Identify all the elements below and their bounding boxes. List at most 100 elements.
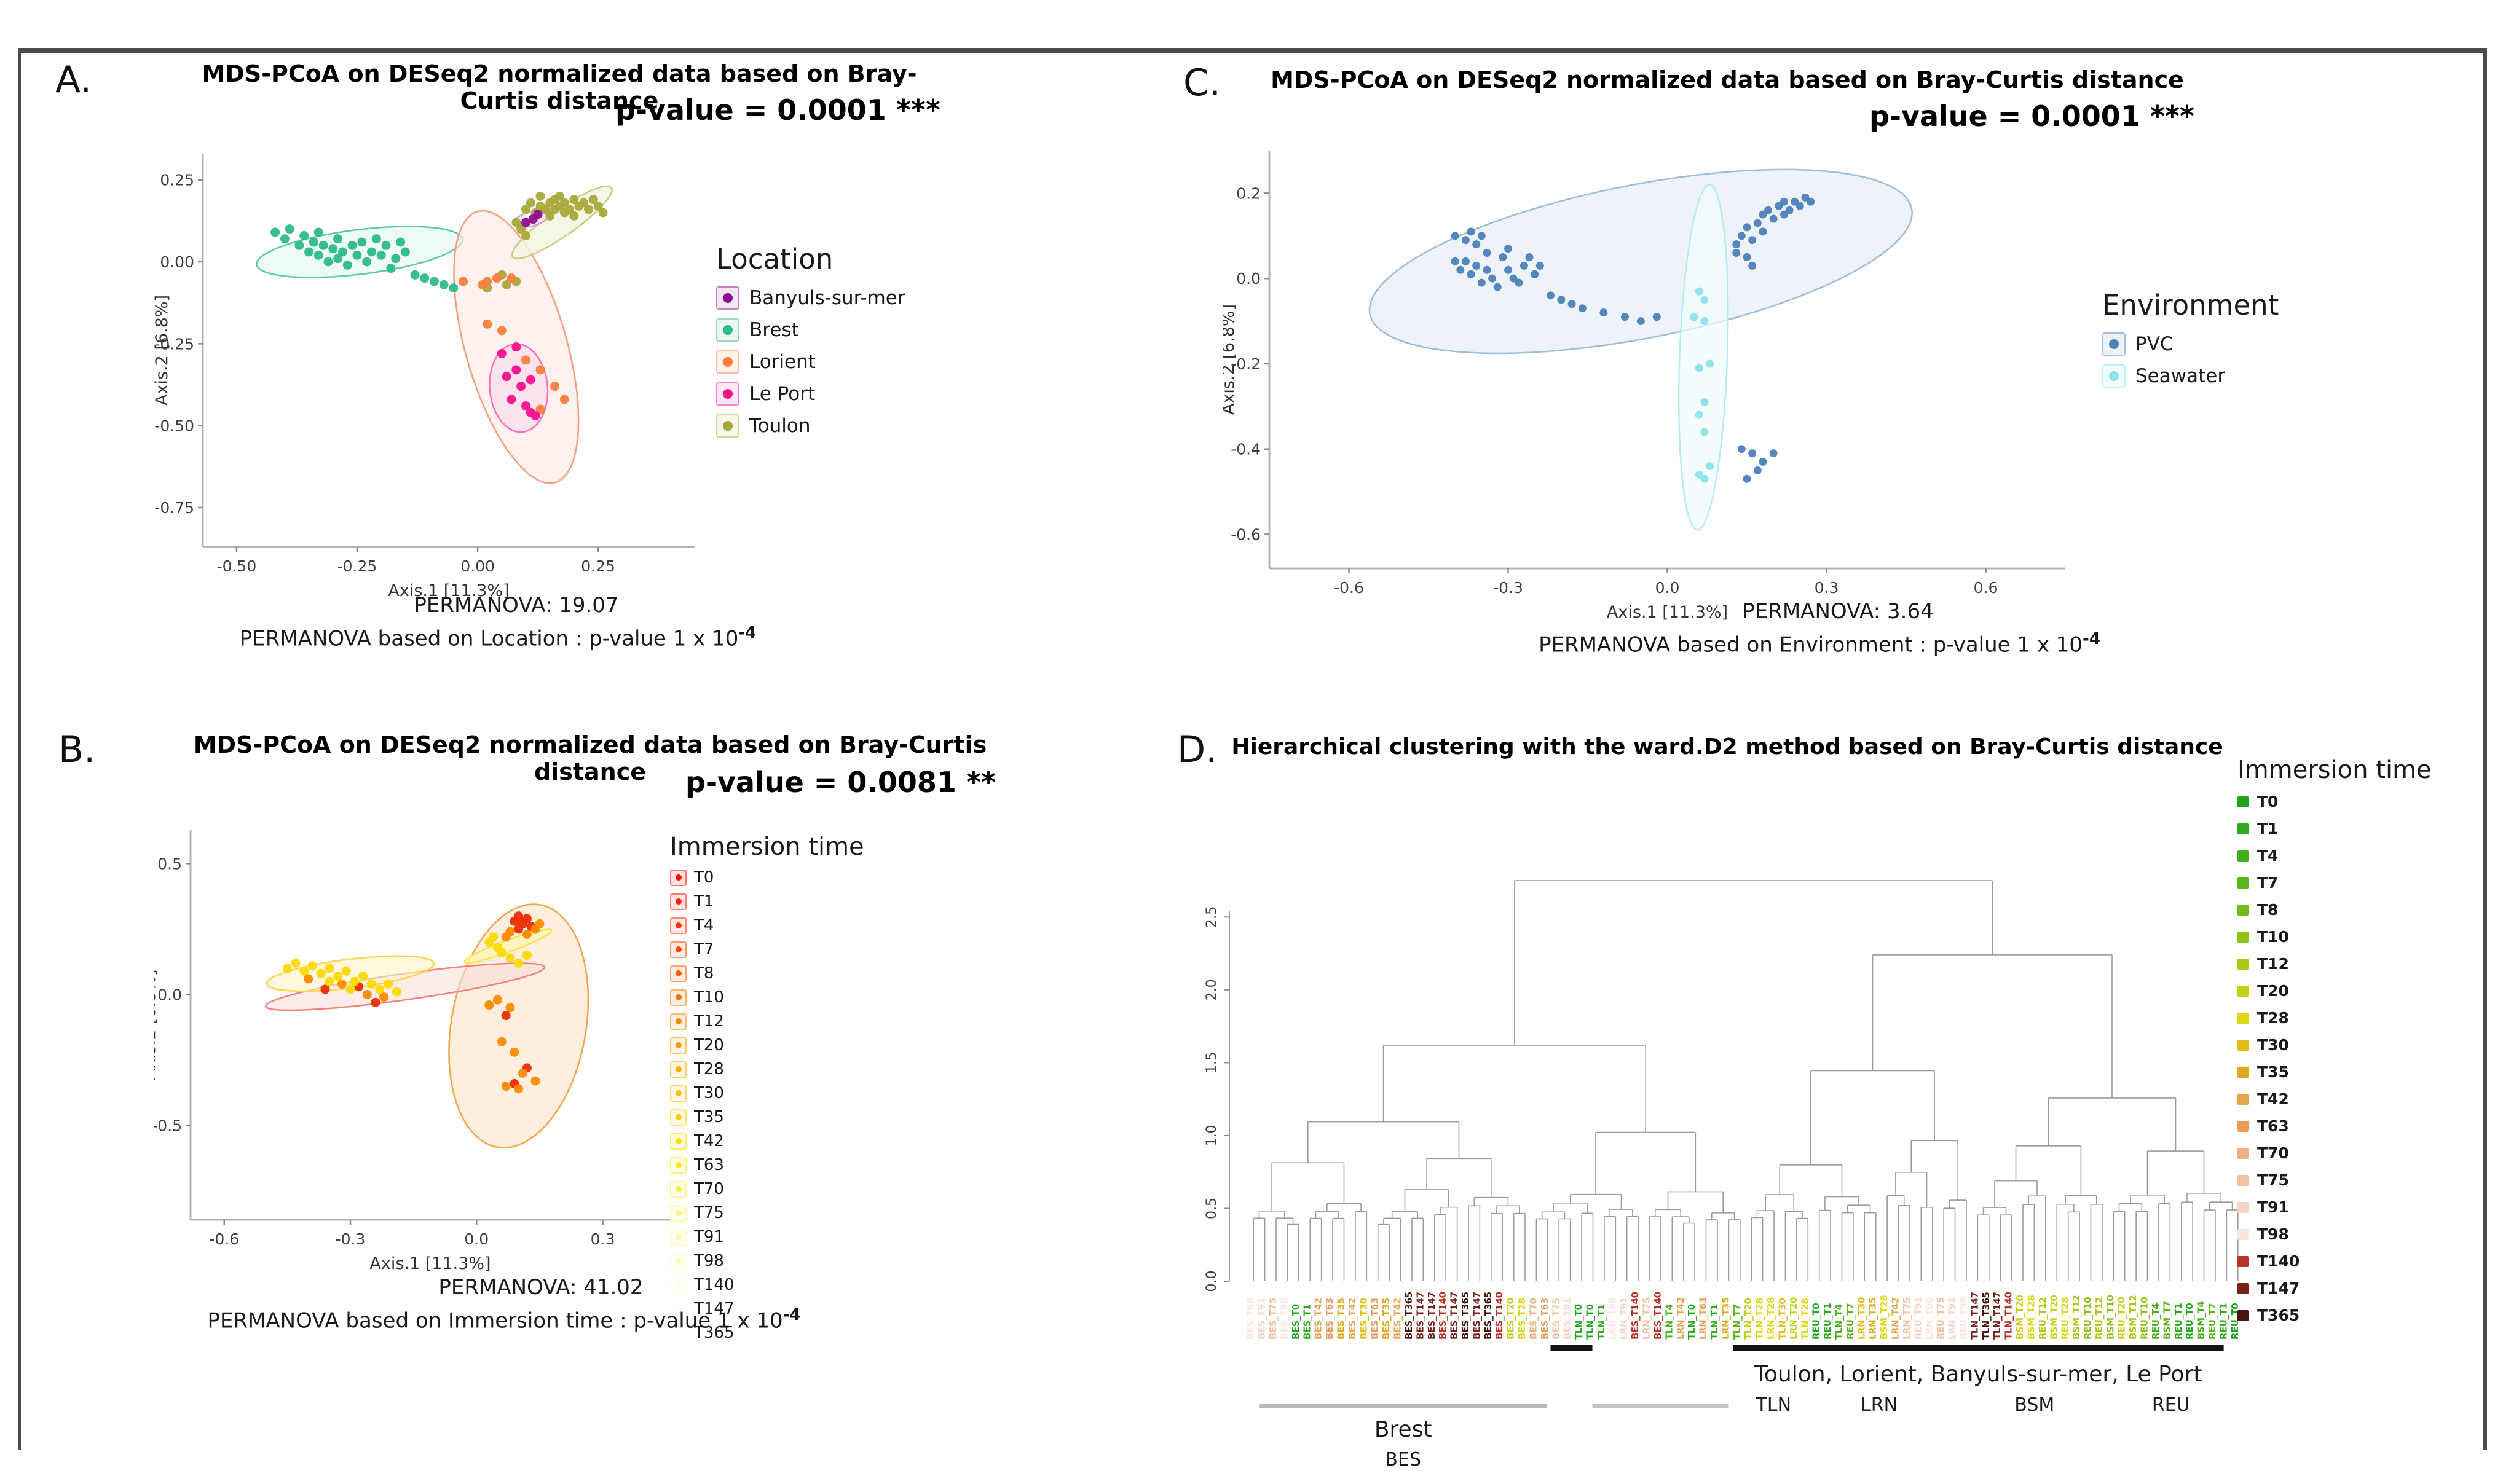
- data-point: [1477, 278, 1486, 287]
- legend-item[interactable]: T0: [670, 868, 864, 887]
- data-point: [379, 992, 389, 1002]
- legend-item[interactable]: T20: [2237, 982, 2432, 1000]
- data-point: [501, 1082, 511, 1091]
- legend-item[interactable]: T91: [670, 1228, 864, 1246]
- legend-item[interactable]: T35: [2237, 1063, 2432, 1081]
- data-point: [375, 984, 385, 994]
- legend-item[interactable]: T147: [2237, 1279, 2432, 1297]
- legend-item[interactable]: T147: [670, 1300, 864, 1318]
- legend-item-label: T0: [694, 868, 714, 887]
- dendrogram-leaf-label: BES_T30: [1358, 1298, 1369, 1340]
- legend-item-label: T365: [694, 1324, 735, 1342]
- data-point: [1748, 449, 1757, 458]
- legend-item-label: T4: [694, 916, 714, 935]
- x-tick-label: -0.6: [209, 1230, 239, 1248]
- cluster-group-sublabel: REU: [2152, 1394, 2190, 1416]
- legend-item[interactable]: T63: [670, 1156, 864, 1174]
- legend-item[interactable]: T140: [2237, 1252, 2432, 1270]
- data-point: [483, 319, 492, 329]
- legend-item[interactable]: T10: [670, 988, 864, 1007]
- legend-dot-icon: [675, 1114, 682, 1120]
- data-point: [545, 211, 555, 221]
- data-point: [526, 375, 535, 385]
- data-point: [483, 277, 492, 286]
- legend-item-label: T140: [2257, 1252, 2300, 1270]
- legend-item[interactable]: T8: [670, 964, 864, 983]
- legend-key-icon: [670, 1156, 687, 1174]
- legend-item-label: T30: [694, 1084, 724, 1102]
- legend-item[interactable]: T75: [670, 1204, 864, 1222]
- legend-item[interactable]: Lorient: [716, 350, 905, 374]
- legend-item[interactable]: T1: [2237, 820, 2432, 838]
- legend-item[interactable]: T42: [2237, 1090, 2432, 1108]
- data-point: [384, 979, 393, 989]
- legend-item[interactable]: T28: [2237, 1009, 2432, 1027]
- legend-item[interactable]: T12: [2237, 955, 2432, 973]
- dendrogram-leaf-label: LRN_T35: [1720, 1297, 1731, 1340]
- data-point: [514, 1084, 524, 1094]
- data-point: [511, 342, 521, 352]
- y-tick-label: -0.50: [154, 417, 194, 435]
- legend-item[interactable]: T12: [670, 1012, 864, 1031]
- data-point: [507, 395, 516, 404]
- data-point: [1706, 359, 1714, 368]
- data-point: [350, 976, 360, 986]
- legend-item[interactable]: T365: [670, 1324, 864, 1342]
- dendrogram-leaf-label: BSM_T12: [2071, 1295, 2082, 1340]
- legend-item[interactable]: T42: [670, 1132, 864, 1150]
- legend-item[interactable]: T70: [670, 1180, 864, 1198]
- legend-item[interactable]: T0: [2237, 793, 2432, 811]
- data-point: [1695, 287, 1703, 296]
- legend-item[interactable]: Seawater: [2102, 364, 2279, 388]
- legend-key-icon: [670, 941, 687, 958]
- legend-item[interactable]: T4: [2237, 847, 2432, 865]
- legend-key-icon: [2237, 1093, 2249, 1105]
- data-point: [371, 234, 381, 244]
- legend-item[interactable]: T75: [2237, 1171, 2432, 1189]
- data-point: [285, 224, 294, 234]
- legend-item[interactable]: Le Port: [716, 382, 905, 406]
- legend-item[interactable]: T20: [670, 1036, 864, 1054]
- legend-item[interactable]: T140: [670, 1276, 864, 1294]
- legend-item[interactable]: T70: [2237, 1144, 2432, 1162]
- dendrogram-leaf-label: BES_T42: [1313, 1298, 1324, 1340]
- dendrogram-leaf-label: LRN_T98: [1607, 1297, 1618, 1340]
- legend-item[interactable]: T10: [2237, 928, 2432, 946]
- legend-item[interactable]: T4: [670, 916, 864, 935]
- legend-item[interactable]: T98: [2237, 1225, 2432, 1243]
- legend-item[interactable]: T365: [2237, 1306, 2432, 1324]
- legend-item[interactable]: Banyuls-sur-mer: [716, 286, 905, 310]
- data-point: [1695, 470, 1703, 479]
- panel-d-legend-title: Immersion time: [2237, 756, 2432, 784]
- dendrogram-leaf-label: BES_T140: [1494, 1292, 1505, 1340]
- legend-item[interactable]: T28: [670, 1060, 864, 1078]
- legend-item-label: T28: [2257, 1009, 2289, 1027]
- legend-item[interactable]: T30: [2237, 1036, 2432, 1054]
- data-point: [540, 205, 550, 214]
- legend-item[interactable]: Toulon: [716, 414, 905, 438]
- panel-d-title: Hierarchical clustering with the ward.D2…: [1231, 734, 2223, 760]
- legend-item[interactable]: T7: [2237, 874, 2432, 892]
- data-point: [1499, 253, 1507, 261]
- legend-item[interactable]: T63: [2237, 1117, 2432, 1135]
- legend-item[interactable]: T7: [670, 940, 864, 959]
- legend-item-label: T8: [2257, 901, 2279, 919]
- legend-item[interactable]: T91: [2237, 1198, 2432, 1216]
- legend-item[interactable]: T30: [670, 1084, 864, 1102]
- panel-c-letter: C.: [1183, 61, 1221, 104]
- legend-item[interactable]: Brest: [716, 318, 905, 342]
- data-point: [505, 953, 515, 963]
- dendrogram-leaf-label: BES_T91: [1562, 1298, 1573, 1340]
- data-point: [1488, 274, 1497, 283]
- legend-dot-icon: [675, 1210, 682, 1216]
- legend-dot-icon: [723, 421, 733, 431]
- data-point: [1706, 461, 1714, 470]
- legend-item[interactable]: T98: [670, 1252, 864, 1270]
- data-point: [1477, 232, 1486, 240]
- data-point: [342, 260, 352, 270]
- legend-item[interactable]: T1: [670, 892, 864, 911]
- legend-item[interactable]: PVC: [2102, 332, 2279, 356]
- data-point: [1520, 261, 1528, 270]
- legend-item[interactable]: T35: [670, 1108, 864, 1126]
- legend-item[interactable]: T8: [2237, 901, 2432, 919]
